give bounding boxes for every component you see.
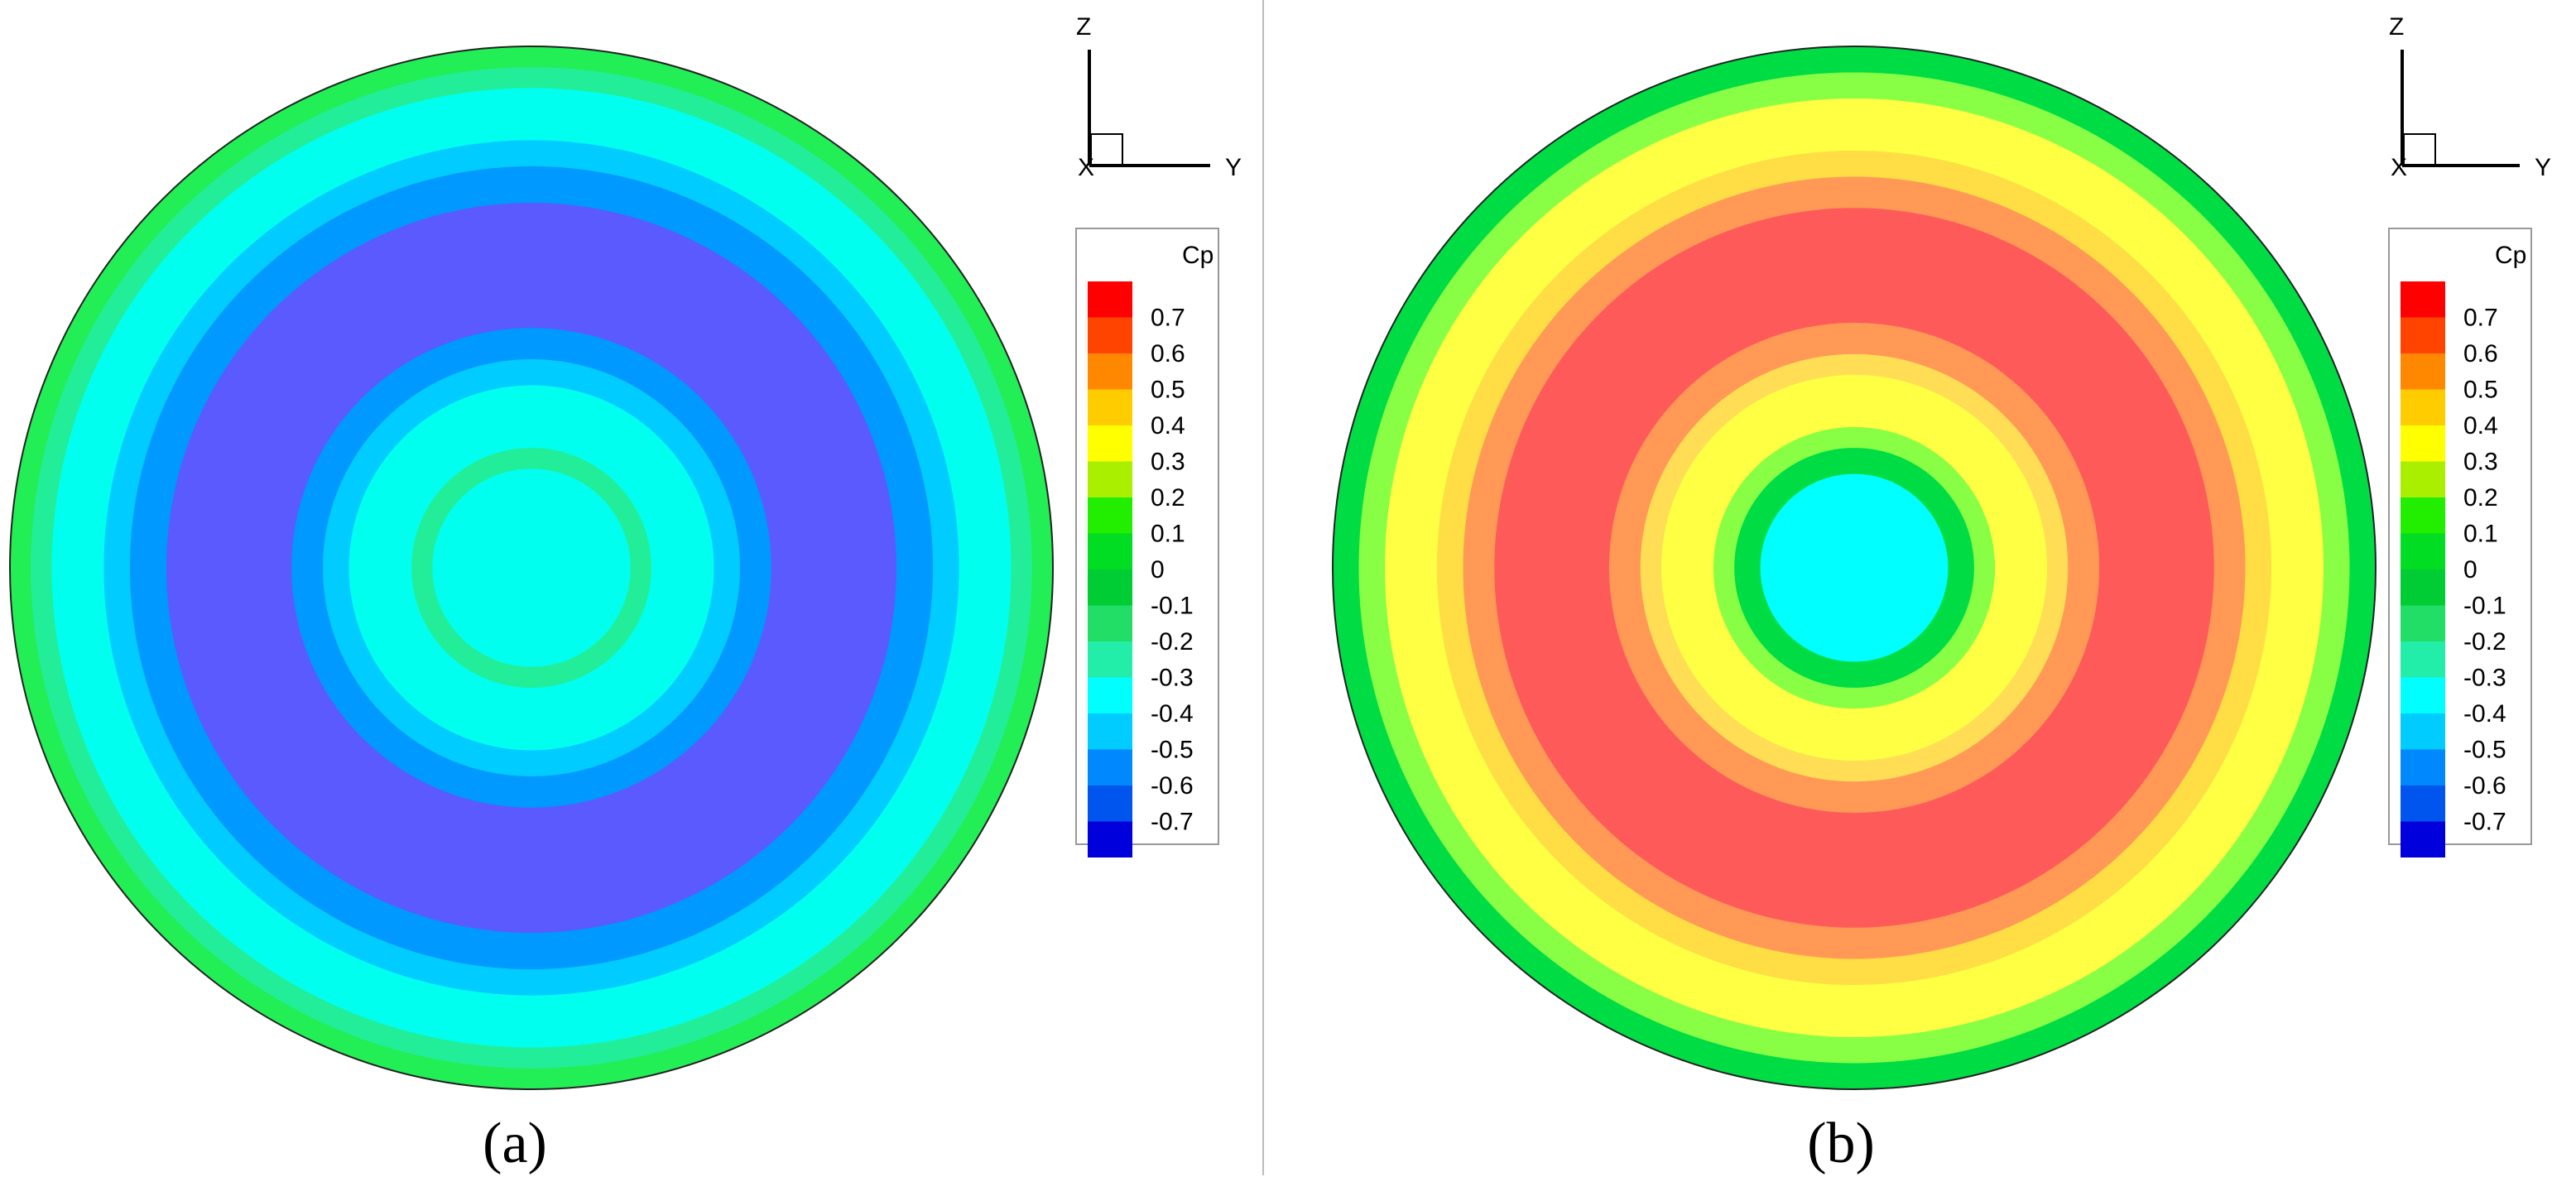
legend-tick-label: -0.3 xyxy=(2463,665,2506,692)
panel-b: (b) Z Y X Cp 0.7 0.6 0.5 0.4 0.3 0.2 0.1 0 -0.1 -0… xyxy=(1332,13,2551,1175)
panel-a: (a) Z Y X Cp 0.7 0.6 0.5 0.4 0.3 0.2 0.1 0 -0.1 -0… xyxy=(9,13,1242,1175)
legend-tick-label: 0.3 xyxy=(1151,449,1185,476)
legend-tick-label: 0.7 xyxy=(2463,305,2498,332)
legend-tick-label: 0.5 xyxy=(2463,377,2498,404)
color-legend-b: Cp 0.7 0.6 0.5 0.4 0.3 0.2 0.1 0 -0.1 -0.2 -0.3 -0.4… xyxy=(2388,228,2532,858)
legend-swatch xyxy=(2401,749,2445,785)
legend-title: Cp xyxy=(2495,242,2526,269)
y-axis-label: Y xyxy=(2535,154,2551,181)
disk-outline xyxy=(1332,46,2377,1090)
legend-swatch xyxy=(1088,569,1132,606)
y-axis-label: Y xyxy=(1225,154,1242,181)
caption-b: (b) xyxy=(1807,1112,1875,1175)
legend-swatch xyxy=(1088,425,1132,462)
legend-swatch xyxy=(1088,605,1132,641)
legend-swatch xyxy=(2401,569,2445,606)
legend-swatch xyxy=(1088,461,1132,497)
legend-tick-label: -0.1 xyxy=(2463,593,2506,620)
legend-tick-label: 0.1 xyxy=(2463,521,2498,548)
legend-tick-label: 0.3 xyxy=(2463,449,2498,476)
legend-swatch xyxy=(2401,425,2445,462)
contour-disk-a xyxy=(9,46,1054,1090)
legend-swatch xyxy=(2401,497,2445,534)
legend-tick-label: 0.2 xyxy=(2463,484,2498,512)
legend-tick-label: 0.7 xyxy=(1151,305,1185,332)
contour-band-11 xyxy=(1760,473,1949,662)
legend-swatch xyxy=(1088,497,1132,534)
legend-tick-label: -0.4 xyxy=(1151,700,1194,728)
legend-tick-label: -0.3 xyxy=(1151,665,1194,692)
caption-a: (a) xyxy=(483,1112,547,1175)
legend-swatch xyxy=(2401,641,2445,678)
legend-tick-label: 0.4 xyxy=(2463,412,2498,440)
legend-swatch xyxy=(1088,533,1132,569)
legend-swatch xyxy=(2401,605,2445,641)
legend-tick-label: -0.4 xyxy=(2463,700,2506,728)
contour-disk-b xyxy=(1332,46,2377,1090)
legend-swatch xyxy=(1088,677,1132,713)
legend-swatch xyxy=(2401,785,2445,822)
legend-tick-label: 0.6 xyxy=(2463,340,2498,368)
color-legend-a: Cp 0.7 0.6 0.5 0.4 0.3 0.2 0.1 0 -0.1 -0.2 -0.3 -0.4… xyxy=(1075,228,1219,858)
legend-tick-label: -0.2 xyxy=(1151,628,1194,656)
legend-swatch xyxy=(1088,281,1132,318)
legend-swatch xyxy=(1088,713,1132,750)
x-axis-box xyxy=(2403,133,2436,166)
legend-swatch xyxy=(1088,749,1132,785)
disk-outline xyxy=(9,46,1054,1090)
legend-swatch xyxy=(1088,353,1132,390)
legend-tick-label: -0.7 xyxy=(2463,809,2506,836)
z-axis-label: Z xyxy=(1076,13,1091,41)
legend-tick-label: 0.5 xyxy=(1151,377,1185,404)
axis-triad-a: Z Y X xyxy=(1076,13,1242,181)
legend-tick-label: 0.6 xyxy=(1151,340,1185,368)
legend-swatch xyxy=(2401,317,2445,353)
legend-swatch xyxy=(2401,281,2445,318)
x-axis-mark: X xyxy=(2391,154,2407,181)
legend-swatch xyxy=(1088,821,1132,858)
legend-tick-label: 0 xyxy=(1151,556,1165,584)
legend-tick-label: -0.5 xyxy=(1151,737,1194,764)
legend-swatch xyxy=(2401,533,2445,569)
legend-tick-label: 0 xyxy=(2463,556,2477,584)
legend-swatch xyxy=(2401,713,2445,750)
legend-swatch xyxy=(2401,461,2445,497)
legend-swatch xyxy=(2401,821,2445,858)
legend-swatch xyxy=(2401,677,2445,713)
legend-swatch xyxy=(1088,317,1132,353)
legend-tick-label: -0.7 xyxy=(1151,809,1194,836)
legend-tick-label: 0.1 xyxy=(1151,521,1185,548)
legend-tick-label: 0.2 xyxy=(1151,484,1185,512)
x-axis-box xyxy=(1090,133,1123,166)
legend-swatch xyxy=(1088,641,1132,678)
legend-tick-label: -0.6 xyxy=(2463,772,2506,800)
legend-tick-label: 0.4 xyxy=(1151,412,1185,440)
legend-title: Cp xyxy=(1182,242,1214,269)
contour-band-10 xyxy=(432,468,631,667)
legend-swatch xyxy=(1088,389,1132,425)
legend-tick-label: -0.5 xyxy=(2463,737,2506,764)
legend-tick-label: -0.6 xyxy=(1151,772,1194,800)
legend-swatch xyxy=(1088,785,1132,822)
legend-tick-label: -0.2 xyxy=(2463,628,2506,656)
x-axis-mark: X xyxy=(1078,154,1094,181)
axis-triad-b: Z Y X xyxy=(2389,13,2551,181)
z-axis-label: Z xyxy=(2389,13,2404,41)
legend-swatch xyxy=(2401,353,2445,390)
legend-tick-label: -0.1 xyxy=(1151,593,1194,620)
legend-swatch xyxy=(2401,389,2445,425)
